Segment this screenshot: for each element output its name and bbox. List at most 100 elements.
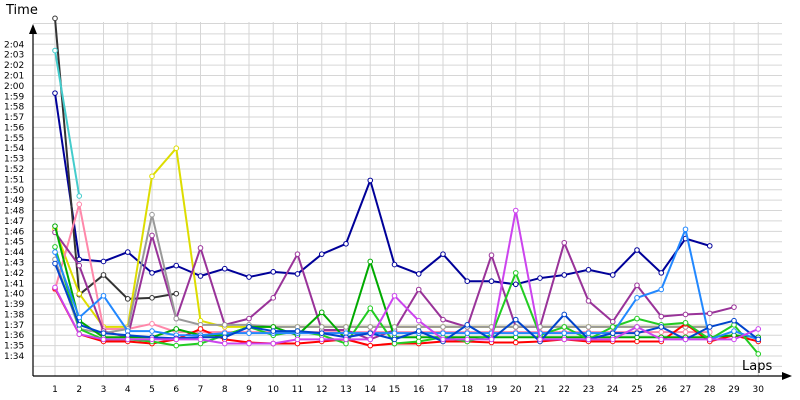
data-point xyxy=(76,256,83,263)
data-point xyxy=(537,336,543,343)
series-line xyxy=(54,225,759,341)
data-point xyxy=(731,336,737,343)
data-point xyxy=(149,328,155,334)
data-point xyxy=(658,270,665,276)
y-tick-label: 2:00 xyxy=(4,82,24,92)
y-tick-label: 1:35 xyxy=(4,342,24,352)
data-point xyxy=(246,274,252,280)
data-point xyxy=(512,270,519,276)
y-tick-label: 1:44 xyxy=(4,248,24,258)
data-point xyxy=(343,240,349,247)
y-tick-label: 1:53 xyxy=(4,155,24,165)
data-point xyxy=(149,173,155,180)
x-tick-label: 19 xyxy=(486,385,498,395)
y-tick-label: 1:39 xyxy=(4,300,24,310)
data-point xyxy=(658,324,665,330)
data-point xyxy=(173,315,180,322)
data-point xyxy=(440,251,446,257)
x-tick-label: 14 xyxy=(365,385,377,395)
data-point xyxy=(149,295,155,301)
data-point xyxy=(585,330,592,336)
x-tick-label: 9 xyxy=(246,385,252,395)
data-point xyxy=(609,324,616,330)
data-point xyxy=(706,243,713,249)
data-point xyxy=(52,47,58,54)
series-line xyxy=(54,18,177,300)
data-point xyxy=(367,342,374,349)
data-point xyxy=(270,269,277,275)
y-tick-label: 1:43 xyxy=(4,258,24,268)
y-tick-label: 2:03 xyxy=(4,51,24,61)
x-tick-label: 17 xyxy=(437,385,448,395)
data-point xyxy=(318,330,325,336)
data-point xyxy=(246,340,252,347)
x-axis-arrow xyxy=(782,372,792,380)
data-point xyxy=(173,262,180,269)
data-point xyxy=(149,270,155,276)
data-point xyxy=(706,336,713,343)
series-line xyxy=(54,246,760,355)
data-point xyxy=(561,239,568,246)
y-axis-arrow xyxy=(29,24,37,34)
x-tick-label: 25 xyxy=(631,385,642,395)
data-point xyxy=(197,273,204,279)
data-point xyxy=(609,336,616,343)
data-point xyxy=(294,271,301,277)
x-tick-label: 4 xyxy=(125,385,131,395)
data-point xyxy=(731,304,737,310)
data-point xyxy=(440,316,446,323)
data-point xyxy=(585,266,592,273)
x-tick-label: 20 xyxy=(510,385,522,395)
series-line xyxy=(54,50,81,197)
y-tick-label: 1:57 xyxy=(4,113,24,123)
data-point xyxy=(512,316,519,323)
data-point xyxy=(367,177,374,184)
data-point xyxy=(221,265,228,272)
data-point xyxy=(52,90,58,96)
y-tick-label: 1:42 xyxy=(4,269,24,279)
data-point xyxy=(100,292,107,299)
data-point xyxy=(100,272,107,278)
data-point xyxy=(173,342,180,349)
x-axis-label: Laps xyxy=(742,359,772,374)
data-point xyxy=(585,298,592,304)
data-point xyxy=(415,317,422,324)
data-point xyxy=(440,324,446,330)
data-point xyxy=(76,201,83,208)
x-tick-label: 2 xyxy=(76,385,82,395)
data-point xyxy=(658,313,665,320)
series-line xyxy=(54,92,711,286)
data-point xyxy=(367,258,374,265)
y-tick-label: 2:02 xyxy=(4,61,24,71)
x-tick-label: 3 xyxy=(101,385,107,395)
data-point xyxy=(731,317,737,324)
data-point xyxy=(561,324,568,330)
data-point xyxy=(367,305,374,312)
data-point xyxy=(52,223,58,229)
data-point xyxy=(391,292,398,299)
y-axis-label: Time xyxy=(5,3,38,18)
data-point xyxy=(415,271,422,277)
series-3 xyxy=(52,47,83,199)
data-point xyxy=(682,226,689,233)
data-point xyxy=(755,351,762,357)
data-point xyxy=(706,324,713,330)
data-point xyxy=(391,261,398,268)
data-point xyxy=(318,309,325,316)
series-line xyxy=(54,263,759,343)
y-tick-label: 1:45 xyxy=(4,238,24,248)
data-point xyxy=(173,326,180,332)
data-point xyxy=(464,322,471,328)
y-tick-label: 1:49 xyxy=(4,196,24,206)
data-point xyxy=(585,336,592,343)
data-point xyxy=(221,340,228,347)
series-group xyxy=(52,15,762,357)
data-point xyxy=(755,336,762,343)
data-point xyxy=(52,249,58,255)
x-tick-label: 29 xyxy=(728,385,740,395)
x-tick-label: 15 xyxy=(389,385,400,395)
data-point xyxy=(609,330,616,336)
y-tick-label: 1:40 xyxy=(4,290,24,300)
series-2 xyxy=(52,15,180,302)
data-point xyxy=(682,319,689,326)
